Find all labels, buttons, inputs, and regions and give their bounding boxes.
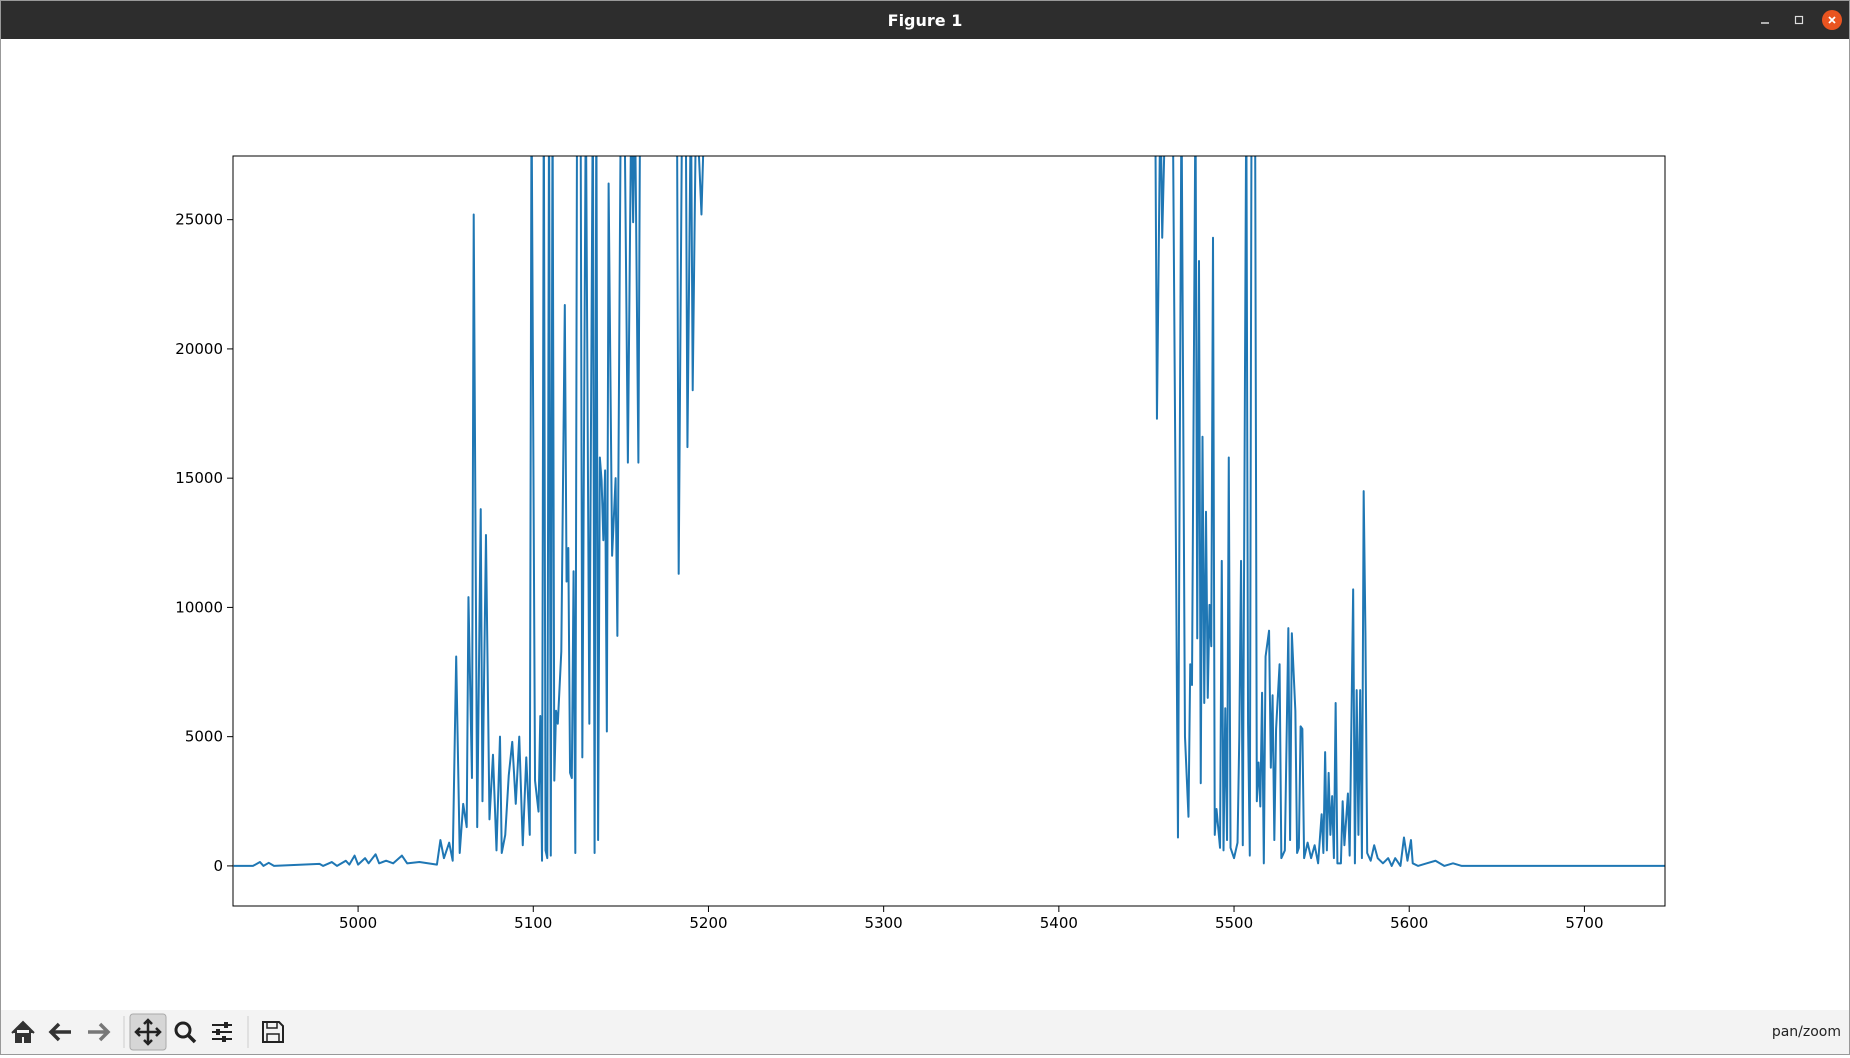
x-tick-label: 5400 [1040, 914, 1078, 932]
y-tick-label: 25000 [175, 211, 223, 229]
forward-button[interactable] [88, 1022, 111, 1042]
configure-button[interactable] [212, 1022, 232, 1042]
toolbar: pan/zoom [1, 1010, 1849, 1054]
y-tick-label: 15000 [175, 469, 223, 487]
home-button[interactable] [11, 1020, 35, 1043]
y-tick-label: 5000 [185, 728, 223, 746]
maximize-button[interactable] [1789, 10, 1809, 30]
save-button[interactable] [262, 1021, 284, 1043]
toolbar-buttons [11, 1013, 284, 1051]
zoom-button[interactable] [174, 1021, 197, 1044]
status-text: pan/zoom [1771, 1024, 1841, 1040]
x-tick-label: 5500 [1215, 914, 1253, 932]
x-tick-label: 5700 [1565, 914, 1603, 932]
y-tick-label: 10000 [175, 598, 223, 616]
x-tick-label: 5000 [339, 914, 377, 932]
chart: 5000 5100 5200 5300 5400 5500 5600 5700 0 5000 100… [175, 155, 1666, 932]
minimize-button[interactable] [1755, 10, 1775, 30]
close-button[interactable] [1822, 10, 1842, 30]
y-tick-label: 20000 [175, 340, 223, 358]
x-tick-label: 5200 [689, 914, 727, 932]
x-tick-label: 5600 [1390, 914, 1428, 932]
x-tick-label: 5100 [514, 914, 552, 932]
y-tick-label: 0 [213, 857, 223, 875]
window-title: Figure 1 [887, 10, 963, 30]
plot-frame [232, 155, 1666, 907]
x-tick-label: 5300 [865, 914, 903, 932]
pan-button[interactable] [129, 1013, 167, 1051]
data-line [233, 156, 1665, 867]
title-bar: Figure 1 [1, 1, 1849, 39]
back-button[interactable] [48, 1022, 71, 1042]
